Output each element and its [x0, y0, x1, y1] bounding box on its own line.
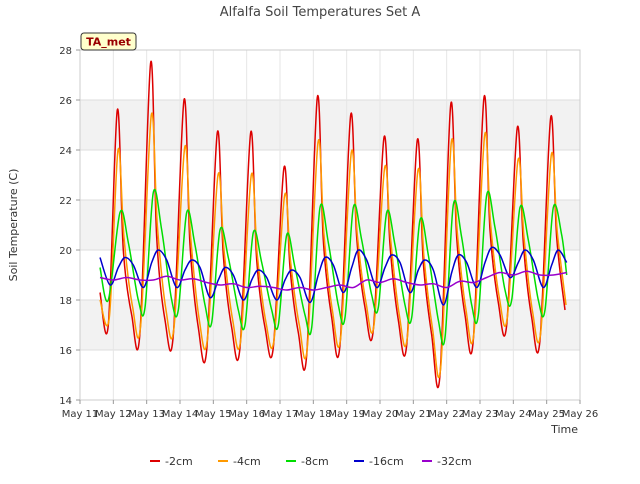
station-badge-label: TA_met [86, 36, 131, 49]
legend: -2cm -4cm -8cm -16cm -32cm [150, 455, 472, 468]
x-tick-label: May 14 [162, 409, 199, 420]
series-line-minus-32cm [99, 270, 567, 291]
plot-band [80, 150, 580, 200]
plot-band [80, 100, 580, 150]
legend-label: -16cm [369, 455, 404, 468]
chart-title: Alfalfa Soil Temperatures Set A [220, 5, 421, 20]
y-axis-label: Soil Temperature (C) [7, 169, 20, 282]
y-axis-ticks: 14 16 18 20 22 24 26 28 [59, 46, 80, 407]
series-line-minus-16cm [99, 246, 568, 306]
legend-label: -4cm [233, 455, 261, 468]
y-tick-label: 16 [59, 346, 72, 357]
x-tick-label: May 23 [462, 409, 499, 420]
x-tick-label: May 12 [95, 409, 132, 420]
series-line-minus-4cm [99, 112, 567, 378]
legend-label: -8cm [301, 455, 329, 468]
x-tick-label: May 13 [128, 409, 165, 420]
x-tick-label: May 25 [528, 409, 565, 420]
plot-frame [79, 49, 581, 401]
x-tick-label: May 19 [328, 409, 365, 420]
station-badge: TA_met [80, 32, 137, 51]
x-axis-label: Time [550, 423, 578, 436]
y-tick-label: 22 [59, 196, 72, 207]
x-tick-label: May 21 [395, 409, 432, 420]
plot-band [80, 350, 580, 400]
x-tick-label: May 20 [362, 409, 399, 420]
series-layer [99, 60, 568, 389]
x-tick-label: May 11 [62, 409, 99, 420]
x-tick-label: May 18 [295, 409, 332, 420]
plot-background [80, 50, 580, 400]
y-tick-label: 20 [59, 246, 72, 257]
x-tick-label: May 24 [495, 409, 532, 420]
legend-label: -32cm [437, 455, 472, 468]
y-tick-label: 18 [59, 296, 72, 307]
legend-label: -2cm [165, 455, 193, 468]
y-tick-label: 14 [59, 396, 72, 407]
y-tick-label: 28 [59, 46, 72, 57]
y-tick-label: 24 [59, 146, 72, 157]
series-line-minus-8cm [99, 188, 568, 346]
x-tick-label: May 17 [262, 409, 299, 420]
x-tick-label: May 22 [428, 409, 465, 420]
x-tick-label: May 16 [228, 409, 265, 420]
plot-band [80, 50, 580, 100]
x-tick-label: May 15 [195, 409, 232, 420]
y-tick-label: 26 [59, 96, 72, 107]
x-tick-label: May 26 [562, 409, 599, 420]
